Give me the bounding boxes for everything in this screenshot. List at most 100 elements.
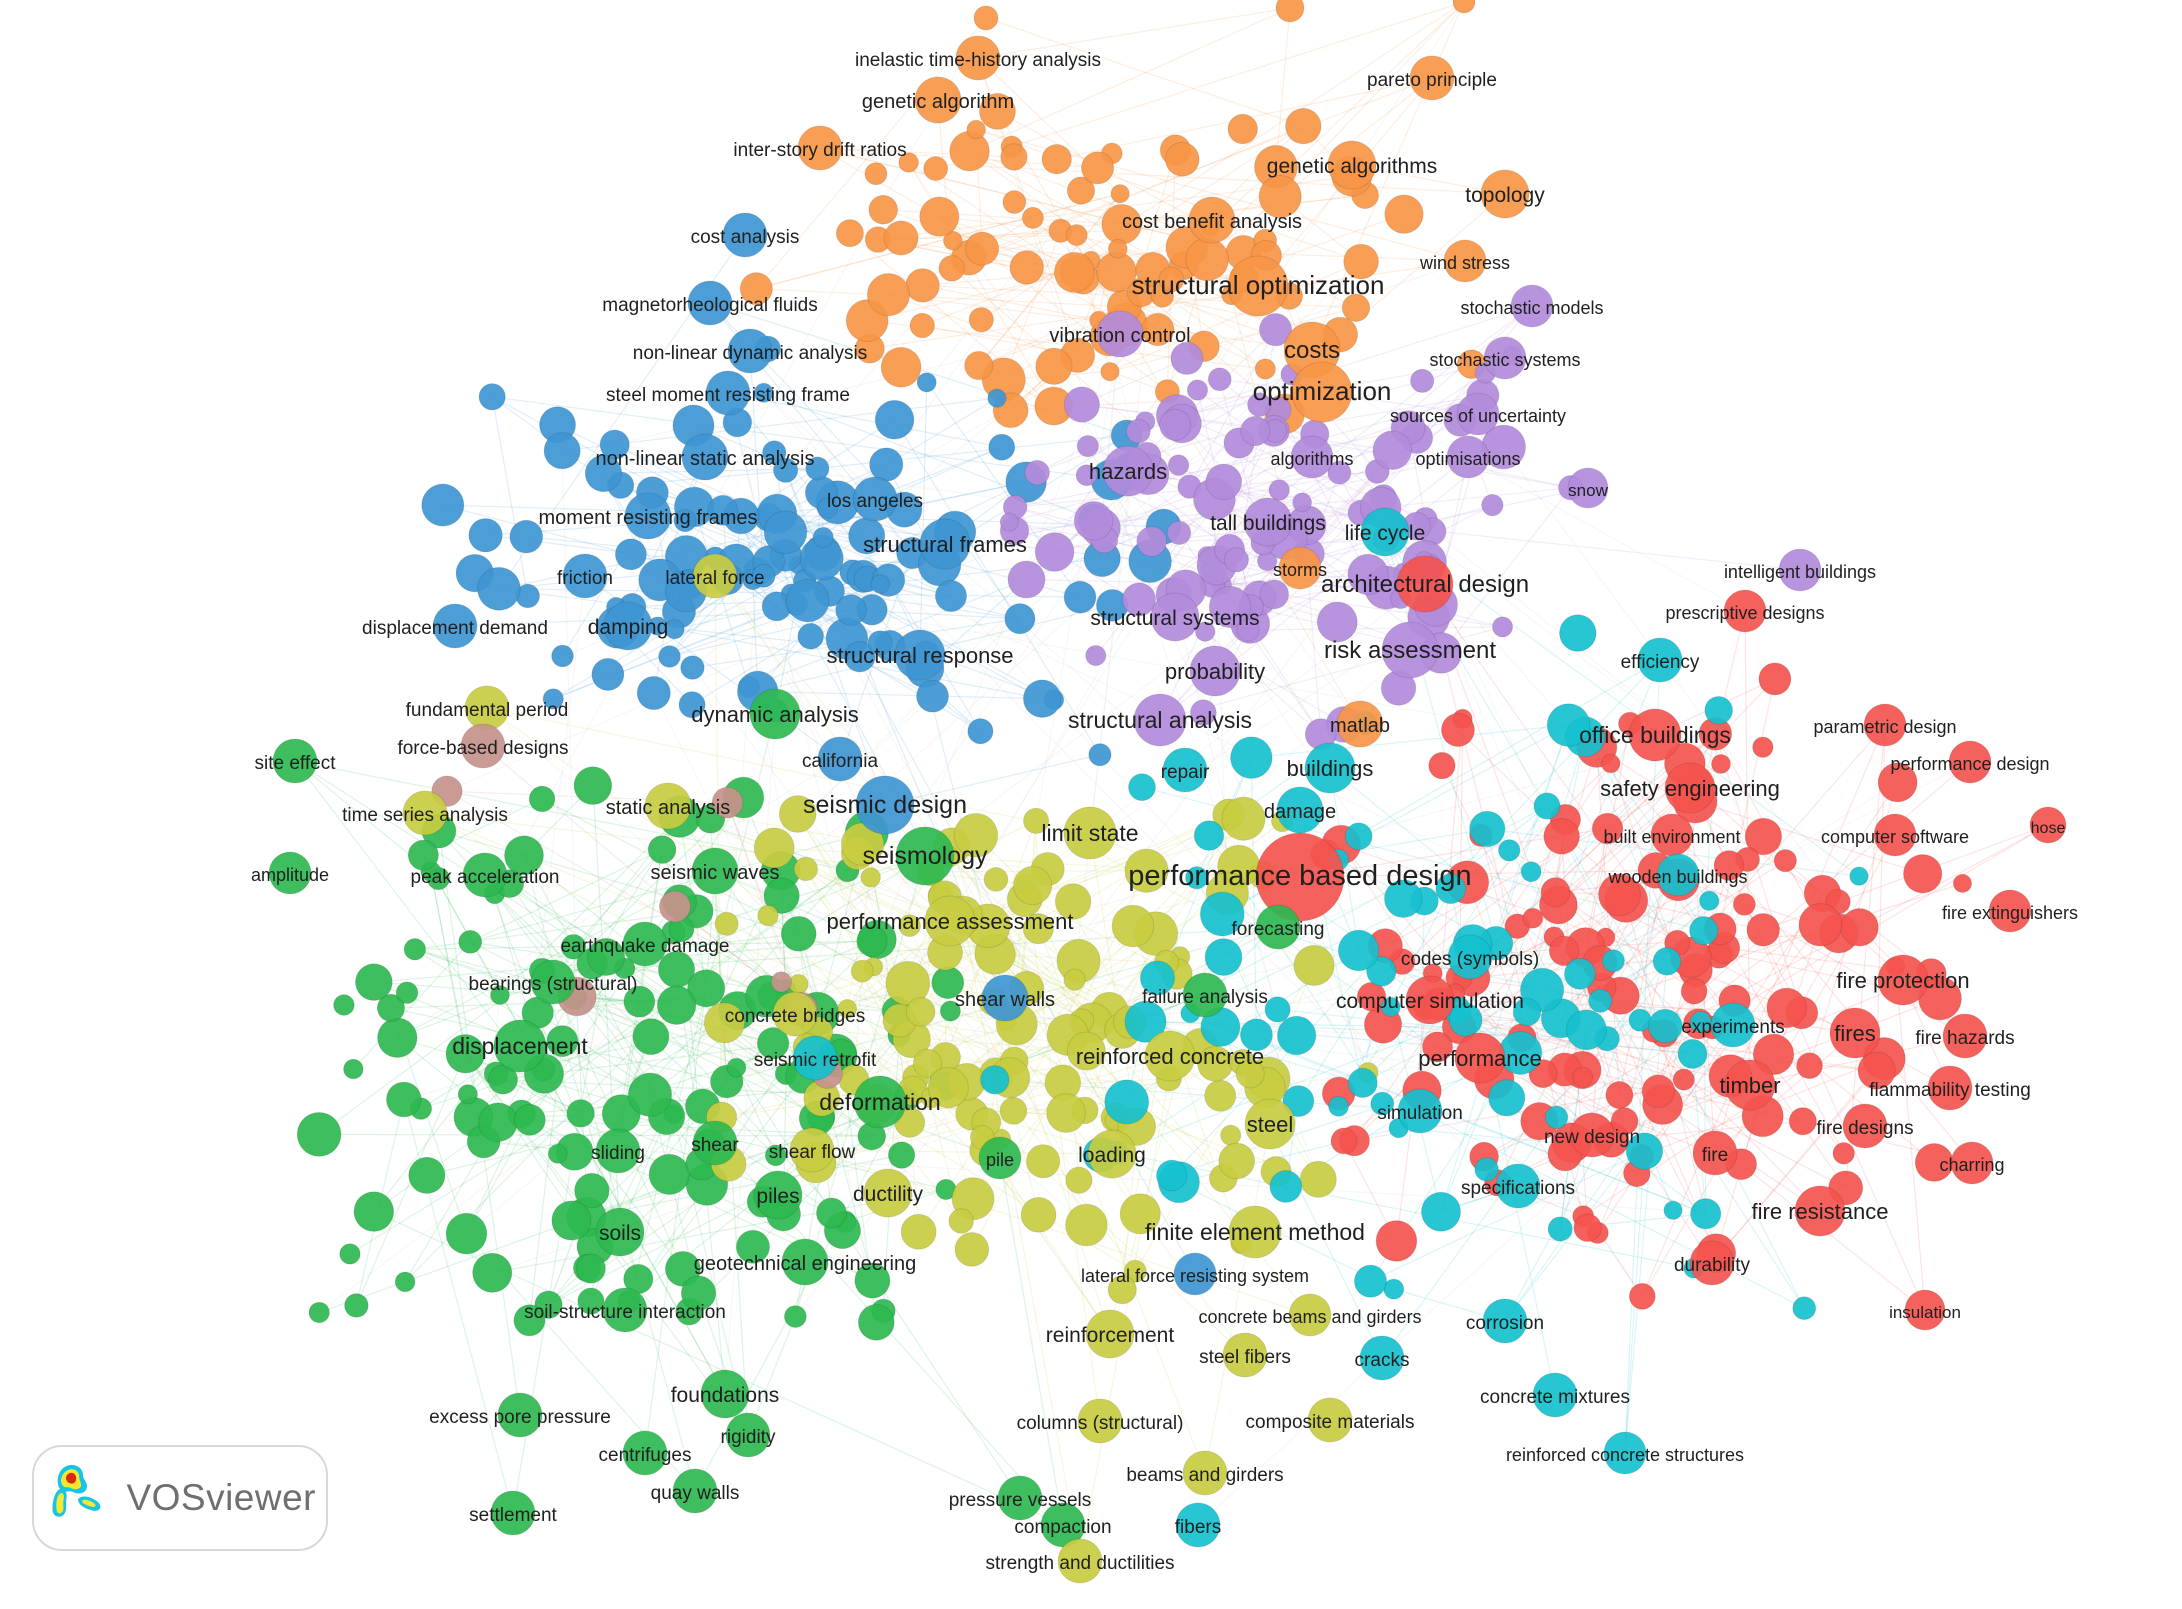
keyword-node[interactable] <box>1849 866 1869 886</box>
keyword-label[interactable]: hose <box>2031 820 2066 837</box>
keyword-node[interactable] <box>673 509 697 533</box>
keyword-node[interactable] <box>1796 1052 1823 1080</box>
keyword-label[interactable]: repair <box>1161 762 1210 783</box>
keyword-node[interactable] <box>1063 806 1117 860</box>
keyword-node[interactable] <box>385 1081 422 1118</box>
keyword-node[interactable] <box>1076 434 1099 458</box>
keyword-node[interactable] <box>1628 708 1682 762</box>
keyword-node[interactable] <box>1088 743 1112 767</box>
keyword-node[interactable] <box>1023 807 1050 834</box>
keyword-node[interactable] <box>343 1058 364 1080</box>
keyword-node[interactable] <box>914 76 962 124</box>
keyword-node[interactable] <box>1488 1079 1526 1117</box>
keyword-label[interactable]: durability <box>1674 1255 1751 1276</box>
keyword-node[interactable] <box>1690 1198 1722 1230</box>
keyword-node[interactable] <box>978 1136 1022 1180</box>
keyword-node[interactable] <box>678 691 706 719</box>
keyword-label[interactable]: matlab <box>1330 715 1390 737</box>
keyword-node[interactable] <box>983 867 1009 892</box>
keyword-node[interactable] <box>1285 107 1322 145</box>
keyword-node[interactable] <box>1863 703 1907 747</box>
keyword-node[interactable] <box>1190 699 1217 727</box>
keyword-node[interactable] <box>687 969 726 1008</box>
keyword-node[interactable] <box>850 959 874 983</box>
keyword-node[interactable] <box>1766 987 1807 1029</box>
keyword-node[interactable] <box>1228 1205 1282 1259</box>
keyword-node[interactable] <box>1510 284 1554 328</box>
keyword-node[interactable] <box>916 372 937 393</box>
keyword-node[interactable] <box>1950 1141 1994 1185</box>
keyword-label[interactable]: centrifuges <box>599 1445 692 1466</box>
keyword-node[interactable] <box>1327 460 1352 485</box>
keyword-node[interactable] <box>1689 1011 1712 1034</box>
keyword-node[interactable] <box>1182 1450 1228 1496</box>
keyword-label[interactable]: structural frames <box>863 532 1027 557</box>
keyword-node[interactable] <box>1724 1059 1776 1111</box>
keyword-node[interactable] <box>900 1213 937 1250</box>
keyword-node[interactable] <box>1927 1065 1973 1111</box>
keyword-node[interactable] <box>1495 1163 1541 1209</box>
keyword-label[interactable]: soil-structure interaction <box>524 1302 726 1323</box>
keyword-label[interactable]: lateral force <box>665 568 764 589</box>
keyword-node[interactable] <box>749 688 801 740</box>
keyword-label[interactable]: prescriptive designs <box>1665 603 1824 623</box>
keyword-label[interactable]: non-linear static analysis <box>596 448 815 470</box>
keyword-label[interactable]: genetic algorithm <box>862 91 1014 113</box>
keyword-node[interactable] <box>1421 1031 1454 1063</box>
keyword-node[interactable] <box>1002 190 1027 214</box>
keyword-node[interactable] <box>1066 176 1096 205</box>
keyword-node[interactable] <box>1452 0 1476 14</box>
keyword-label[interactable]: geotechnical engineering <box>694 1253 916 1275</box>
keyword-node[interactable] <box>1396 555 1454 613</box>
keyword-node[interactable] <box>1732 892 1756 916</box>
keyword-node[interactable] <box>1428 751 1456 780</box>
keyword-node[interactable] <box>1336 700 1384 748</box>
keyword-label[interactable]: non-linear dynamic analysis <box>633 343 867 364</box>
keyword-label[interactable]: fire designs <box>1816 1118 1913 1139</box>
keyword-node[interactable] <box>1832 1142 1855 1165</box>
keyword-node[interactable] <box>1304 742 1356 794</box>
keyword-node[interactable] <box>964 350 994 381</box>
keyword-node[interactable] <box>1259 579 1290 610</box>
keyword-node[interactable] <box>778 795 817 833</box>
keyword-node[interactable] <box>1792 1296 1817 1321</box>
keyword-label[interactable]: parametric design <box>1813 717 1956 737</box>
keyword-label[interactable]: built environment <box>1603 827 1740 847</box>
keyword-node[interactable] <box>1075 464 1098 487</box>
keyword-node[interactable] <box>1175 1502 1221 1548</box>
keyword-node[interactable] <box>815 1197 847 1229</box>
keyword-node[interactable] <box>1000 143 1028 171</box>
keyword-node[interactable] <box>1236 618 1260 642</box>
keyword-node[interactable] <box>1548 935 1580 967</box>
keyword-node[interactable] <box>1085 1309 1135 1359</box>
keyword-node[interactable] <box>1328 1095 1350 1117</box>
keyword-node[interactable] <box>462 852 508 898</box>
keyword-node[interactable] <box>1520 861 1542 883</box>
keyword-node[interactable] <box>1199 891 1245 937</box>
keyword-node[interactable] <box>1435 873 1467 905</box>
keyword-label[interactable]: cracks <box>1355 1350 1410 1371</box>
keyword-label[interactable]: fibers <box>1175 1517 1221 1538</box>
keyword-node[interactable] <box>1375 1220 1418 1262</box>
keyword-label[interactable]: fire resistance <box>1752 1199 1889 1224</box>
keyword-node[interactable] <box>1563 957 1596 990</box>
keyword-node[interactable] <box>1533 792 1561 820</box>
keyword-node[interactable] <box>870 574 891 594</box>
keyword-node[interactable] <box>924 895 976 947</box>
keyword-node[interactable] <box>1124 1000 1167 1043</box>
keyword-label[interactable]: moment resisting frames <box>539 507 758 529</box>
keyword-node[interactable] <box>1316 601 1358 643</box>
keyword-node[interactable] <box>1107 238 1128 259</box>
keyword-node[interactable] <box>783 1305 807 1329</box>
keyword-node[interactable] <box>1128 773 1156 802</box>
keyword-node[interactable] <box>772 457 799 483</box>
keyword-node[interactable] <box>1448 1002 1483 1037</box>
keyword-node[interactable] <box>1359 1335 1405 1381</box>
keyword-node[interactable] <box>898 152 919 173</box>
keyword-label[interactable]: experiments <box>1681 1017 1785 1038</box>
keyword-node[interactable] <box>923 156 949 182</box>
keyword-node[interactable] <box>1672 1068 1695 1091</box>
keyword-node[interactable] <box>1189 645 1241 697</box>
keyword-label[interactable]: performance design <box>1890 754 2049 774</box>
keyword-node[interactable] <box>1207 367 1232 392</box>
